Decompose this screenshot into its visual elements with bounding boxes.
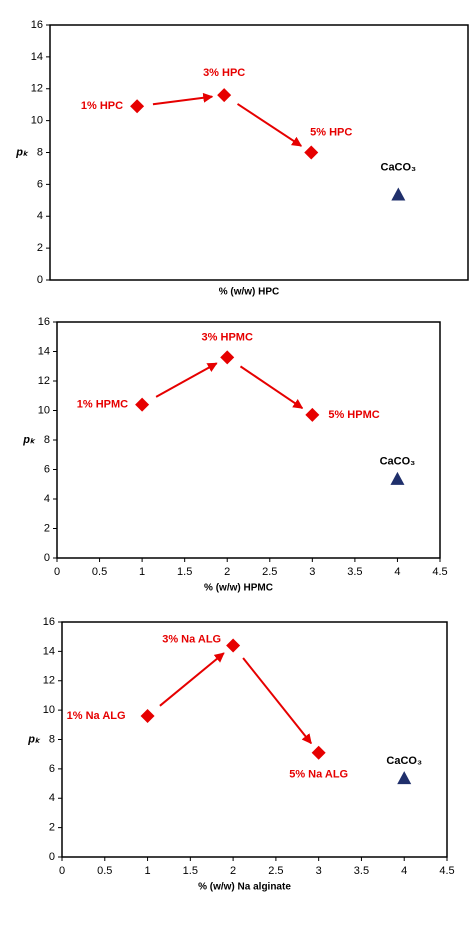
point (220, 350, 235, 365)
point-label: 1% HPMC (77, 399, 128, 411)
point-label: 1% Na ALG (67, 710, 126, 722)
point (305, 407, 320, 422)
y-tick-label: 4 (49, 792, 55, 804)
point-label: 5% HPC (310, 126, 352, 138)
y-tick-label: 6 (37, 178, 43, 190)
y-tick-label: 8 (44, 434, 50, 446)
point-label: 5% HPMC (328, 409, 379, 421)
x-tick-label: 1 (144, 865, 150, 877)
y-tick-label: 14 (31, 51, 43, 63)
point-label: CaCO₃ (380, 456, 416, 468)
x-tick-label: 4.5 (432, 566, 447, 578)
y-tick-label: 16 (38, 316, 50, 328)
point (217, 88, 232, 103)
x-tick-label: 2 (230, 865, 236, 877)
x-tick-label: 0 (54, 566, 60, 578)
plot-area (56, 321, 441, 559)
y-tick-label: 4 (44, 493, 50, 505)
x-tick-label: 3.5 (354, 865, 369, 877)
y-tick-label: 2 (49, 822, 55, 834)
point-label: CaCO₃ (381, 161, 417, 173)
y-tick-label: 14 (38, 345, 50, 357)
point (311, 745, 326, 760)
point-label: 3% HPMC (202, 331, 253, 343)
y-tick-label: 8 (37, 146, 43, 158)
point (135, 397, 150, 412)
point (397, 771, 412, 785)
point (140, 709, 155, 723)
arrow (236, 103, 303, 147)
arrow (155, 362, 218, 398)
point-label: CaCO₃ (386, 755, 422, 767)
y-tick-label: 6 (49, 763, 55, 775)
y-tick-label: 10 (43, 704, 55, 716)
x-tick-label: 1 (139, 566, 145, 578)
point-label: 1% HPC (81, 100, 123, 112)
x-tick-label: 2.5 (262, 566, 277, 578)
x-tick-label: 2 (224, 566, 230, 578)
point-label: 3% Na ALG (162, 633, 221, 645)
arrow (159, 652, 225, 707)
y-tick-label: 2 (44, 522, 50, 534)
y-tick-label: 6 (44, 463, 50, 475)
x-axis-label: % (w/w) Na alginate (198, 882, 291, 893)
y-axis-label: pₖ (15, 146, 29, 158)
y-axis-label: pₖ (27, 733, 41, 745)
y-tick-label: 2 (37, 242, 43, 254)
x-axis-label: % (w/w) HPMC (204, 583, 273, 594)
x-tick-label: 0 (59, 865, 65, 877)
y-axis-label: pₖ (22, 434, 36, 446)
point (304, 145, 319, 160)
arrow (152, 92, 214, 106)
y-tick-label: 0 (49, 851, 55, 863)
point-label: 3% HPC (203, 67, 245, 79)
x-tick-label: 4.5 (439, 865, 454, 877)
y-tick-label: 10 (38, 404, 50, 416)
point (130, 99, 145, 114)
x-tick-label: 1.5 (183, 865, 198, 877)
point (390, 471, 405, 485)
y-tick-label: 0 (37, 274, 43, 286)
x-tick-label: 3 (309, 566, 315, 578)
y-tick-label: 4 (37, 210, 43, 222)
y-tick-label: 10 (31, 115, 43, 127)
x-tick-label: 4 (401, 865, 407, 877)
x-tick-label: 3.5 (347, 566, 362, 578)
x-tick-label: 4 (394, 566, 400, 578)
plot-area (61, 621, 448, 858)
point (226, 638, 241, 653)
x-tick-label: 2.5 (268, 865, 283, 877)
point (391, 187, 406, 201)
y-tick-label: 14 (43, 645, 55, 657)
y-tick-label: 12 (31, 83, 43, 95)
y-tick-label: 8 (49, 733, 55, 745)
plot-area (49, 24, 469, 281)
x-tick-label: 3 (316, 865, 322, 877)
point-label: 5% Na ALG (289, 769, 348, 781)
x-axis-label: % (w/w) HPC (219, 287, 280, 298)
arrow (239, 365, 304, 410)
y-tick-label: 12 (38, 375, 50, 387)
x-tick-label: 0.5 (92, 566, 107, 578)
y-tick-label: 16 (31, 19, 43, 31)
y-tick-label: 16 (43, 616, 55, 628)
y-tick-label: 12 (43, 675, 55, 687)
arrow (242, 657, 312, 745)
x-tick-label: 0.5 (97, 865, 112, 877)
x-tick-label: 1.5 (177, 566, 192, 578)
y-tick-label: 0 (44, 552, 50, 564)
